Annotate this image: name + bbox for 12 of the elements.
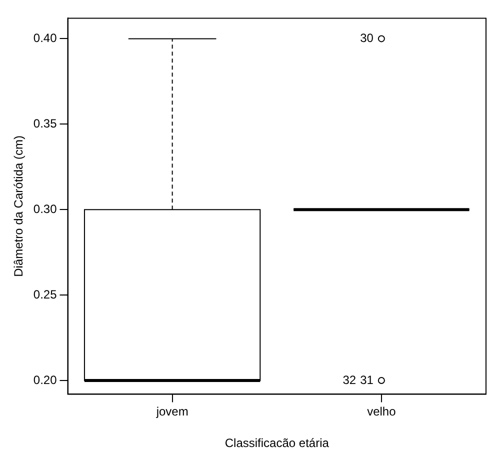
y-tick-label: 0.30 — [33, 202, 58, 216]
annotation: 30 — [360, 31, 374, 46]
y-tick-label: 0.40 — [33, 31, 58, 46]
y-tick-label: 0.20 — [33, 372, 58, 387]
x-tick-label: velho — [367, 404, 396, 419]
y-tick-label: 0.35 — [33, 116, 58, 130]
y-axis-title: Diâmetro da Carótida (cm) — [12, 136, 26, 277]
x-tick-label: jovem — [155, 404, 188, 419]
annotation: 32 — [342, 372, 356, 387]
x-axis-title: Classificacão etária — [224, 436, 330, 450]
y-tick-label: 0.25 — [33, 287, 58, 302]
annotation: 31 — [360, 372, 374, 387]
